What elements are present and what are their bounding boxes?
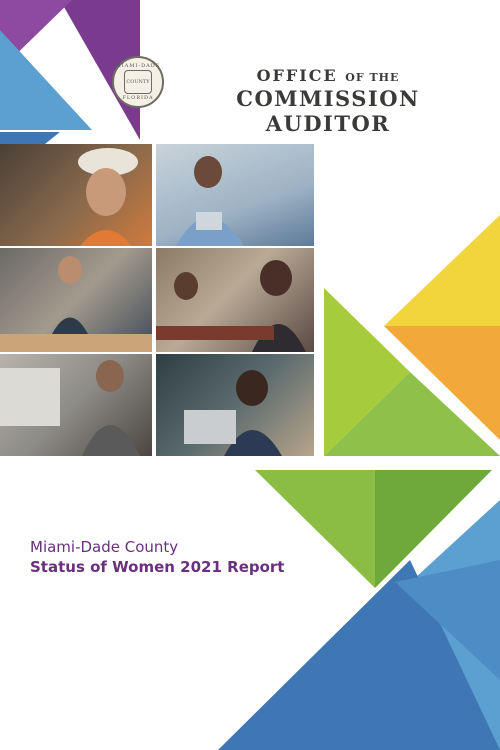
light-green-triangle <box>324 288 410 456</box>
purple-triangle <box>60 0 140 140</box>
green-triangle-mid <box>324 372 500 456</box>
green-triangle-lower-right <box>375 470 492 588</box>
yellow-triangle <box>384 215 500 326</box>
report-title-block: Miami-Dade County Status of Women 2021 R… <box>30 537 330 577</box>
photo-collage <box>0 144 314 456</box>
photo-woman-hard-hat <box>0 144 152 246</box>
green-triangle-lower-left <box>255 470 375 588</box>
photo-high-five <box>156 248 314 352</box>
office-prefix: OFFICE <box>256 66 338 85</box>
seal-center-text: COUNTY <box>124 70 152 94</box>
photo-student-laptop <box>156 354 314 456</box>
office-name: COMMISSION AUDITOR <box>236 86 420 136</box>
office-line-1: OFFICE OF THE <box>170 66 486 85</box>
orange-triangle <box>384 326 500 440</box>
light-blue-triangle-left <box>0 30 92 130</box>
office-connector: OF THE <box>345 71 400 84</box>
mid-blue-triangle <box>395 560 500 680</box>
seal-bottom-text: FLORIDA <box>122 95 154 101</box>
photo-baker <box>0 248 152 352</box>
photo-seamstress <box>0 354 152 456</box>
county-seal: MIAMI-DADE COUNTY FLORIDA <box>112 56 164 108</box>
report-title-line-2: Status of Women 2021 Report <box>30 558 285 576</box>
report-title-line-1: Miami-Dade County <box>30 538 179 556</box>
office-heading: OFFICE OF THE COMMISSION AUDITOR <box>170 66 486 136</box>
seal-ring-text: MIAMI-DADE <box>115 63 161 69</box>
photo-nurse-tablet <box>156 144 314 246</box>
